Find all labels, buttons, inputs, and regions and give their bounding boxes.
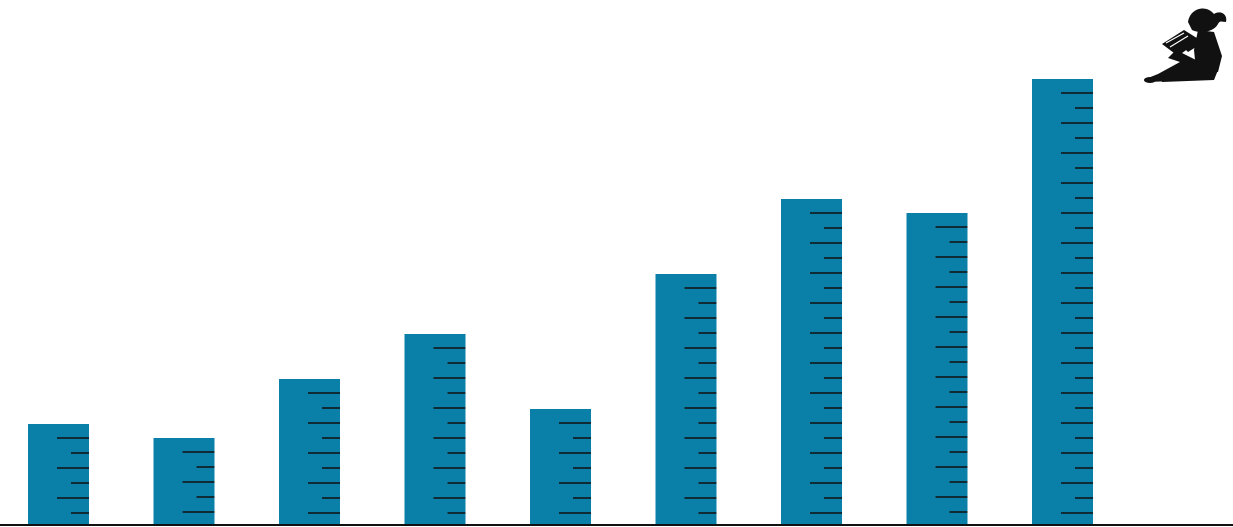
bar-9 (1032, 79, 1093, 525)
bar-8 (906, 213, 968, 525)
bar-6 (655, 274, 717, 525)
bar-7 (781, 199, 842, 525)
reading-person-icon (1144, 8, 1227, 83)
bar-4 (404, 334, 466, 525)
bar-1 (28, 424, 89, 525)
bar-3 (279, 379, 340, 525)
bars-group (28, 79, 1093, 525)
bar-5 (530, 409, 591, 525)
